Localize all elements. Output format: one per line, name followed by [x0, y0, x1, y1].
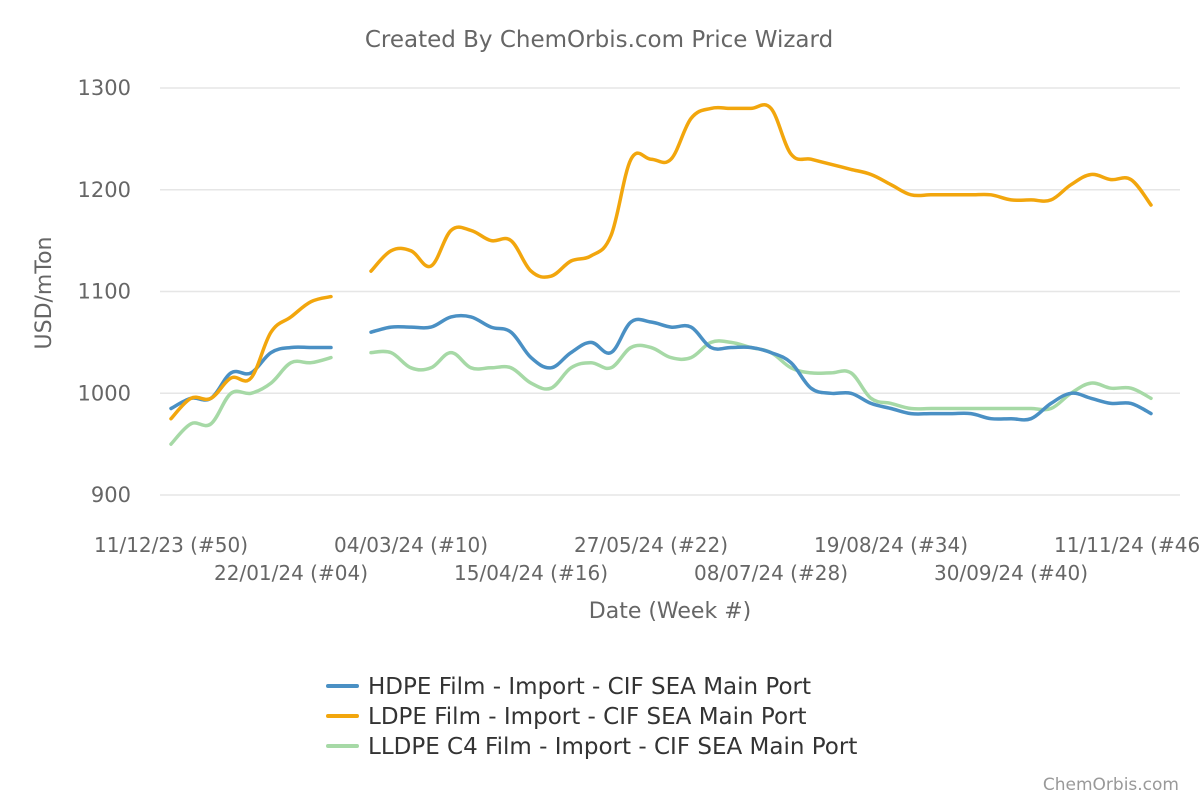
x-tick-label: 11/12/23 (#50) [94, 533, 248, 557]
series-line-segment [169, 294, 333, 421]
legend-label: LLDPE C4 Film - Import - CIF SEA Main Po… [368, 734, 857, 760]
y-tick-label: 1200 [78, 178, 131, 202]
x-axis-label: Date (Week #) [589, 599, 751, 624]
grid-lines [160, 87, 1180, 496]
series-0 [169, 313, 1153, 422]
series-lines [169, 103, 1153, 446]
y-axis-ticks: 900 1000 1100 1200 1300 [78, 76, 131, 507]
legend-label: HDPE Film - Import - CIF SEA Main Port [368, 674, 811, 700]
x-tick-label: 22/01/24 (#04) [214, 561, 368, 585]
x-axis-ticks: 11/12/23 (#50) 22/01/24 (#04) 04/03/24 (#1… [94, 533, 1200, 585]
legend: HDPE Film - Import - CIF SEA Main Port LD… [326, 674, 857, 760]
y-tick-label: 900 [91, 483, 131, 507]
series-line-segment [369, 339, 1153, 412]
x-tick-label: 11/11/24 (#46) [1054, 533, 1200, 557]
x-tick-label: 04/03/24 (#10) [334, 533, 488, 557]
y-tick-label: 1300 [78, 76, 131, 100]
credit-text: ChemOrbis.com [1043, 775, 1179, 795]
y-tick-label: 1100 [78, 280, 131, 304]
y-tick-label: 1000 [78, 381, 131, 405]
legend-label: LDPE Film - Import - CIF SEA Main Port [368, 704, 807, 730]
chart-title: Created By ChemOrbis.com Price Wizard [365, 27, 833, 53]
x-tick-label: 19/08/24 (#34) [814, 533, 968, 557]
x-tick-label: 15/04/24 (#16) [454, 561, 608, 585]
series-line-segment [169, 355, 333, 446]
y-axis-label: USD/mTon [32, 237, 57, 350]
series-1 [169, 103, 1153, 421]
x-tick-label: 30/09/24 (#40) [934, 561, 1088, 585]
x-tick-label: 08/07/24 (#28) [694, 561, 848, 585]
series-line-segment [369, 103, 1153, 279]
x-tick-label: 27/05/24 (#22) [574, 533, 728, 557]
series-line-segment [369, 313, 1153, 422]
